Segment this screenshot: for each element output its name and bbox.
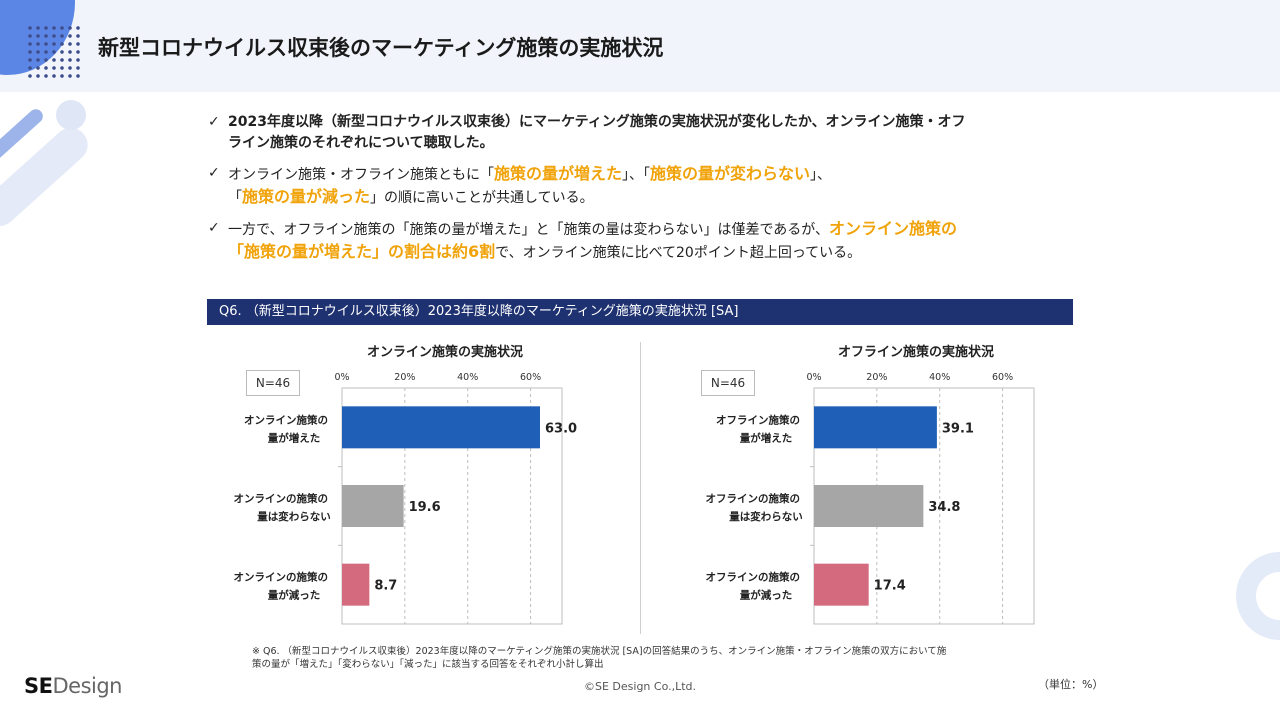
- offline-tick-label: 0%: [806, 372, 821, 383]
- bullet-item: ✓ 2023年度以降（新型コロナウイルス収束後）にマーケティング施策の実施状況が…: [208, 112, 1078, 154]
- bullet-text: ライン施策のそれぞれについて聴取した。: [228, 135, 494, 151]
- offline-bar: [814, 563, 869, 606]
- offline-bar: [814, 406, 937, 449]
- unit-label: （単位：%）: [1038, 678, 1104, 691]
- highlight-text: 施策の量が増えた: [494, 164, 623, 183]
- offline-value-label: 39.1: [942, 421, 974, 436]
- footnote: ※ Q6. （新型コロナウイルス収束後）2023年度以降のマーケティング施策の実…: [252, 645, 1032, 671]
- offline-bar: [814, 485, 924, 527]
- highlight-text: 施策の量が変わらない: [650, 164, 811, 183]
- check-icon: ✓: [208, 220, 220, 236]
- online-tick-label: 40%: [457, 372, 478, 383]
- bullet-text: オンライン施策・オフライン施策ともに「: [228, 167, 494, 183]
- chart-divider: [640, 342, 641, 634]
- highlight-text: オンライン施策の: [829, 219, 958, 238]
- chart-title-online: オンライン施策の実施状況: [367, 345, 524, 360]
- decorative-ring: [1236, 552, 1280, 640]
- decorative-dot-pattern: [26, 24, 84, 78]
- online-tick-label: 60%: [520, 372, 541, 383]
- highlight-text: 「施策の量が増えた」の割合は約6割: [228, 242, 496, 261]
- online-value-label: 63.0: [545, 421, 577, 436]
- bullet-text: 一方で、オフライン施策の「施策の量が増えた」と「施策の量は変わらない」は僅差であ…: [228, 222, 830, 238]
- online-value-label: 19.6: [409, 500, 441, 515]
- bullet-text: 」の順に高いことが共通している。: [370, 190, 594, 206]
- bullet-item: ✓ オンライン施策・オフライン施策ともに「施策の量が増えた」、「施策の量が変わら…: [208, 163, 1078, 209]
- company-logo: SEDesign: [24, 674, 122, 698]
- bullet-text: 「: [228, 190, 242, 206]
- footnote-line: 策の量が「増えた」「変わらない」「減った」に該当する回答をそれぞれ小計し算出: [252, 659, 604, 670]
- online-category-label: オンライン施策の量が増えた: [244, 413, 328, 444]
- bullet-item: ✓ 一方で、オフライン施策の「施策の量が増えた」と「施策の量は変わらない」は僅差…: [208, 218, 1078, 264]
- online-category-label: オンラインの施策の量が減った: [234, 571, 329, 602]
- online-bar: [342, 563, 370, 606]
- footnote-line: ※ Q6. （新型コロナウイルス収束後）2023年度以降のマーケティング施策の実…: [252, 646, 947, 657]
- question-bar: Q6. （新型コロナウイルス収束後）2023年度以降のマーケティング施策の実施状…: [207, 299, 1073, 325]
- sample-size-label: N=46: [246, 370, 300, 396]
- online-category-label: オンラインの施策の量は変わらない: [234, 492, 331, 523]
- online-bar-chart: 0% 20% 40% 60% 63.0 オンライン施策の量が増えた 19.6 オンラインの施策…: [234, 372, 577, 625]
- offline-bar-chart: 0% 20% 40% 60% 39.1 オフライン施策の量が増えた 34.8 オフラインの施策…: [706, 372, 1035, 625]
- online-value-label: 8.7: [374, 579, 397, 594]
- bullet-text: 2023年度以降（新型コロナウイルス収束後）にマーケティング施策の実施状況が変化…: [228, 114, 966, 130]
- offline-tick-label: 40%: [929, 372, 950, 383]
- chart-title-offline: オフライン施策の実施状況: [838, 345, 995, 360]
- sample-size-label: N=46: [701, 370, 755, 396]
- decorative-circle: [56, 100, 86, 130]
- offline-tick-label: 20%: [866, 372, 887, 383]
- check-icon: ✓: [208, 165, 220, 181]
- summary-bullets: ✓ 2023年度以降（新型コロナウイルス収束後）にマーケティング施策の実施状況が…: [208, 112, 1078, 273]
- offline-category-label: オフラインの施策の量が減った: [706, 571, 801, 602]
- online-tick-label: 0%: [334, 372, 349, 383]
- online-bar: [342, 485, 404, 527]
- header-band: [0, 0, 1280, 92]
- offline-value-label: 34.8: [928, 500, 960, 515]
- highlight-text: 施策の量が減った: [242, 187, 371, 206]
- offline-category-label: オフライン施策の量が増えた: [716, 413, 800, 444]
- bullet-text: 」、: [810, 167, 832, 183]
- bullet-text: 」、「: [622, 167, 651, 183]
- offline-category-label: オフラインの施策の量は変わらない: [706, 492, 803, 523]
- offline-tick-label: 60%: [992, 372, 1013, 383]
- logo-design: Design: [52, 674, 122, 698]
- copyright-text: ©SE Design Co.,Ltd.: [584, 680, 697, 693]
- online-tick-label: 20%: [394, 372, 415, 383]
- offline-value-label: 17.4: [874, 579, 906, 594]
- page-title: 新型コロナウイルス収束後のマーケティング施策の実施状況: [98, 36, 664, 60]
- bullet-text: で、オンライン施策に比べて20ポイント超上回っている。: [495, 245, 862, 261]
- online-bar: [342, 406, 540, 449]
- logo-se: SE: [24, 674, 53, 698]
- check-icon: ✓: [208, 114, 220, 130]
